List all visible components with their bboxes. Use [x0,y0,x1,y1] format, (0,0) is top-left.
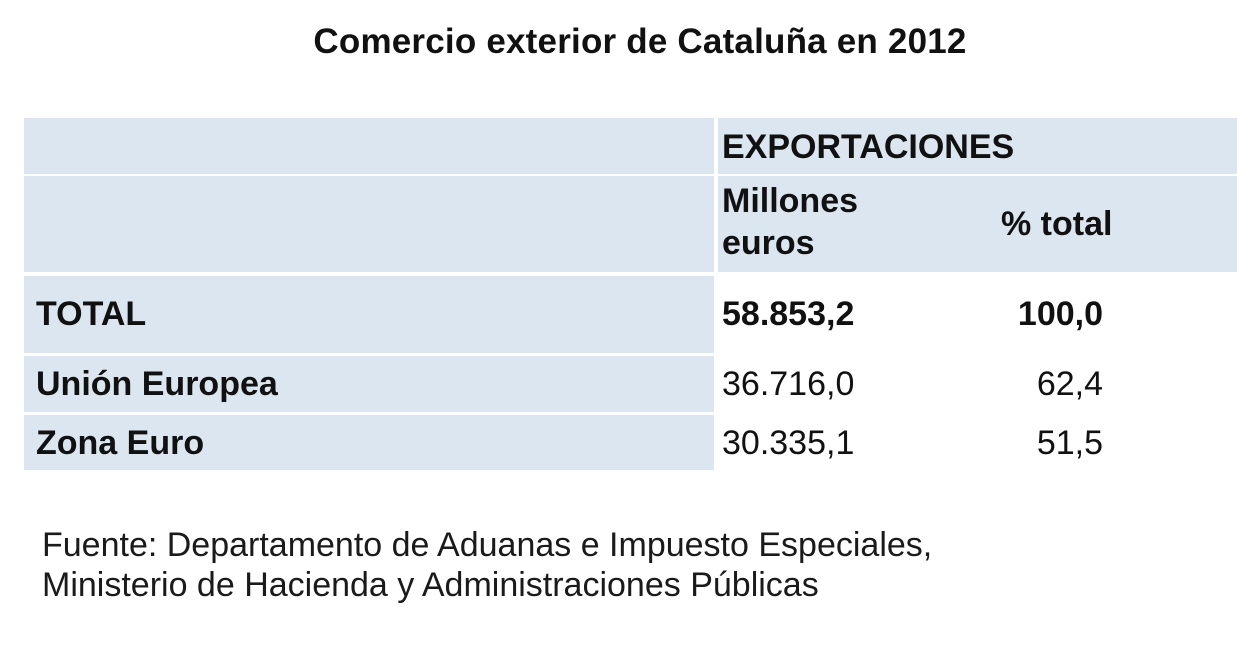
row-pct-ue: 62,4 [992,356,1237,412]
row-label-ue: Unión Europea [24,356,714,412]
header-row-group: EXPORTACIONES [24,118,1237,174]
row-value-zona-euro: 30.335,1 [718,415,992,470]
header-row-columns: Millones euros % total [24,176,1237,272]
source-line-2: Ministerio de Hacienda y Administracione… [42,566,819,604]
table-row: Unión Europea 36.716,0 62,4 [24,356,1237,412]
row-pct-zona-euro: 51,5 [992,415,1237,470]
pct-total: 100,0 [1017,295,1103,333]
header-pct-total: % total [992,176,1237,272]
header-exportaciones: EXPORTACIONES [718,118,1237,174]
header-millones-euros: Millones euros [718,176,992,272]
pct-zona-euro: 51,5 [1036,424,1103,462]
header-millones-line2: euros [722,224,815,262]
header-millones-line1: Millones [722,182,859,220]
header-empty-cell-2 [24,176,714,272]
value-total: 58.853,2 [722,295,855,333]
row-label-zona-euro: Zona Euro [24,415,714,470]
row-pct-total: 100,0 [992,276,1237,353]
table-row: TOTAL 58.853,2 100,0 [24,276,1237,353]
exports-table: EXPORTACIONES Millones euros % total TOT… [24,118,1237,470]
source-line-1: Fuente: Departamento de Aduanas e Impues… [42,526,933,564]
header-empty-cell [24,118,714,174]
pct-ue: 62,4 [1036,365,1103,403]
value-zona-euro: 30.335,1 [722,424,855,462]
row-value-total: 58.853,2 [718,276,992,353]
row-value-ue: 36.716,0 [718,356,992,412]
value-ue: 36.716,0 [722,365,855,403]
row-label-total: TOTAL [24,276,714,353]
table-title: Comercio exterior de Cataluña en 2012 [313,22,967,61]
table-row: Zona Euro 30.335,1 51,5 [24,415,1237,470]
source-footnote: Fuente: Departamento de Aduanas e Impues… [42,525,932,605]
